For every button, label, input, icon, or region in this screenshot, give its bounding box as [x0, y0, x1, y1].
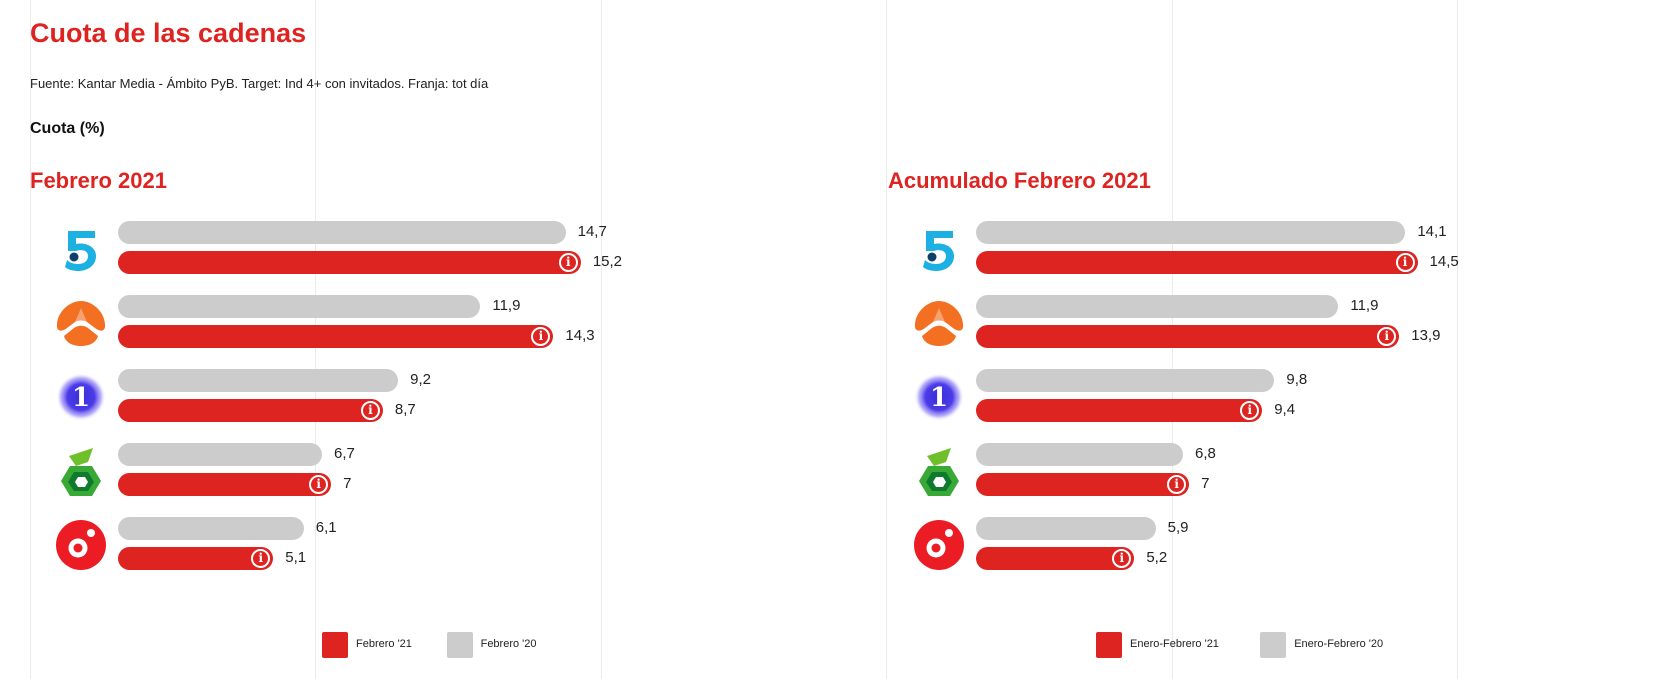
value-label-current: 14,5	[1429, 253, 1459, 270]
unit-label: Cuota (%)	[30, 120, 105, 137]
svg-text:1: 1	[930, 383, 948, 413]
bar-previous	[976, 517, 1156, 540]
bar-previous	[976, 221, 1406, 244]
chart-cumulative: Acumulado Febrero 2021 14,1 i 14,5 11,9 i 13,…	[888, 0, 1648, 679]
info-icon[interactable]: i	[1112, 549, 1132, 568]
legend-label: Febrero '20	[480, 638, 537, 650]
cuatro-logo-icon	[912, 518, 966, 572]
bar-previous	[976, 295, 1339, 318]
lasexta-logo-icon	[54, 444, 108, 498]
gridline	[601, 0, 602, 679]
value-label-previous: 9,2	[410, 371, 431, 388]
source-note: Fuente: Kantar Media - Ámbito PyB. Targe…	[30, 76, 489, 91]
info-icon[interactable]: i	[1395, 253, 1415, 272]
bar-previous	[976, 443, 1184, 466]
bar-previous	[118, 443, 322, 466]
bar-current: i	[118, 325, 554, 348]
legend-swatch	[1260, 632, 1287, 658]
info-icon[interactable]: i	[1377, 327, 1397, 346]
value-label-previous: 14,7	[577, 223, 607, 240]
legend-swatch	[322, 632, 348, 658]
chart-monthly: Febrero 2021 14,7 i 15,2 11,9 i 14,3 1 9,2 i 8,7 6…	[30, 0, 830, 679]
value-label-current: 9,4	[1274, 401, 1296, 418]
legend-swatch	[1096, 632, 1122, 658]
la1-logo-icon: 1	[54, 370, 108, 424]
bar-current: i	[976, 473, 1190, 496]
legend-label: Enero-Febrero '20	[1294, 638, 1384, 650]
bar-previous	[118, 295, 481, 318]
chart-title: Acumulado Febrero 2021	[888, 168, 1151, 193]
svg-text:1: 1	[72, 383, 90, 413]
info-icon[interactable]: i	[251, 549, 271, 568]
bar-current: i	[976, 251, 1418, 274]
bar-previous	[118, 369, 399, 392]
value-label-previous: 6,7	[334, 445, 355, 462]
value-label-current: 8,7	[394, 401, 416, 418]
bar-current: i	[118, 473, 332, 496]
value-label-previous: 6,1	[315, 519, 337, 536]
bar-previous	[118, 221, 566, 244]
legend-label: Febrero '21	[356, 638, 412, 650]
info-icon[interactable]: i	[360, 401, 380, 420]
legend-label: Enero-Febrero '21	[1130, 638, 1219, 650]
bar-current: i	[118, 547, 274, 570]
info-icon[interactable]: i	[1240, 401, 1260, 420]
bar-current: i	[976, 547, 1135, 570]
page-title: Cuota de las cadenas	[30, 18, 307, 48]
la1-logo-icon: 1	[912, 370, 966, 424]
cuatro-logo-icon	[54, 518, 108, 572]
info-icon[interactable]: i	[558, 253, 578, 272]
lasexta-logo-icon	[912, 444, 966, 498]
value-label-current: 14,3	[565, 327, 595, 344]
bar-current: i	[118, 251, 581, 274]
value-label-current: 15,2	[592, 253, 623, 270]
legend-swatch	[446, 632, 473, 658]
bar-current: i	[976, 325, 1400, 348]
telecinco-logo-icon	[54, 222, 108, 276]
value-label-previous: 14,1	[1417, 223, 1447, 240]
bar-previous	[118, 517, 304, 540]
value-label-previous: 9,8	[1286, 371, 1308, 388]
value-label-previous: 5,9	[1167, 519, 1189, 536]
value-label-current: 5,2	[1146, 549, 1168, 566]
gridline	[30, 0, 31, 679]
value-label-current: 5,1	[285, 549, 307, 566]
info-icon[interactable]: i	[1167, 475, 1187, 494]
bar-previous	[976, 369, 1275, 392]
info-icon[interactable]: i	[309, 475, 329, 494]
telecinco-logo-icon	[912, 222, 966, 276]
value-label-current: 7	[343, 475, 352, 492]
gridline	[1457, 0, 1458, 679]
chart-title: Febrero 2021	[30, 168, 167, 193]
bar-current: i	[976, 399, 1263, 422]
antena3-logo-icon	[54, 296, 108, 350]
bar-current: i	[118, 399, 383, 422]
value-label-previous: 11,9	[1350, 297, 1379, 314]
value-label-current: 13,9	[1411, 327, 1441, 344]
info-icon[interactable]: i	[531, 327, 551, 346]
value-label-previous: 11,9	[492, 297, 521, 314]
antena3-logo-icon	[912, 296, 966, 350]
value-label-previous: 6,8	[1195, 445, 1216, 462]
gridline	[886, 0, 887, 679]
value-label-current: 7	[1201, 475, 1210, 492]
